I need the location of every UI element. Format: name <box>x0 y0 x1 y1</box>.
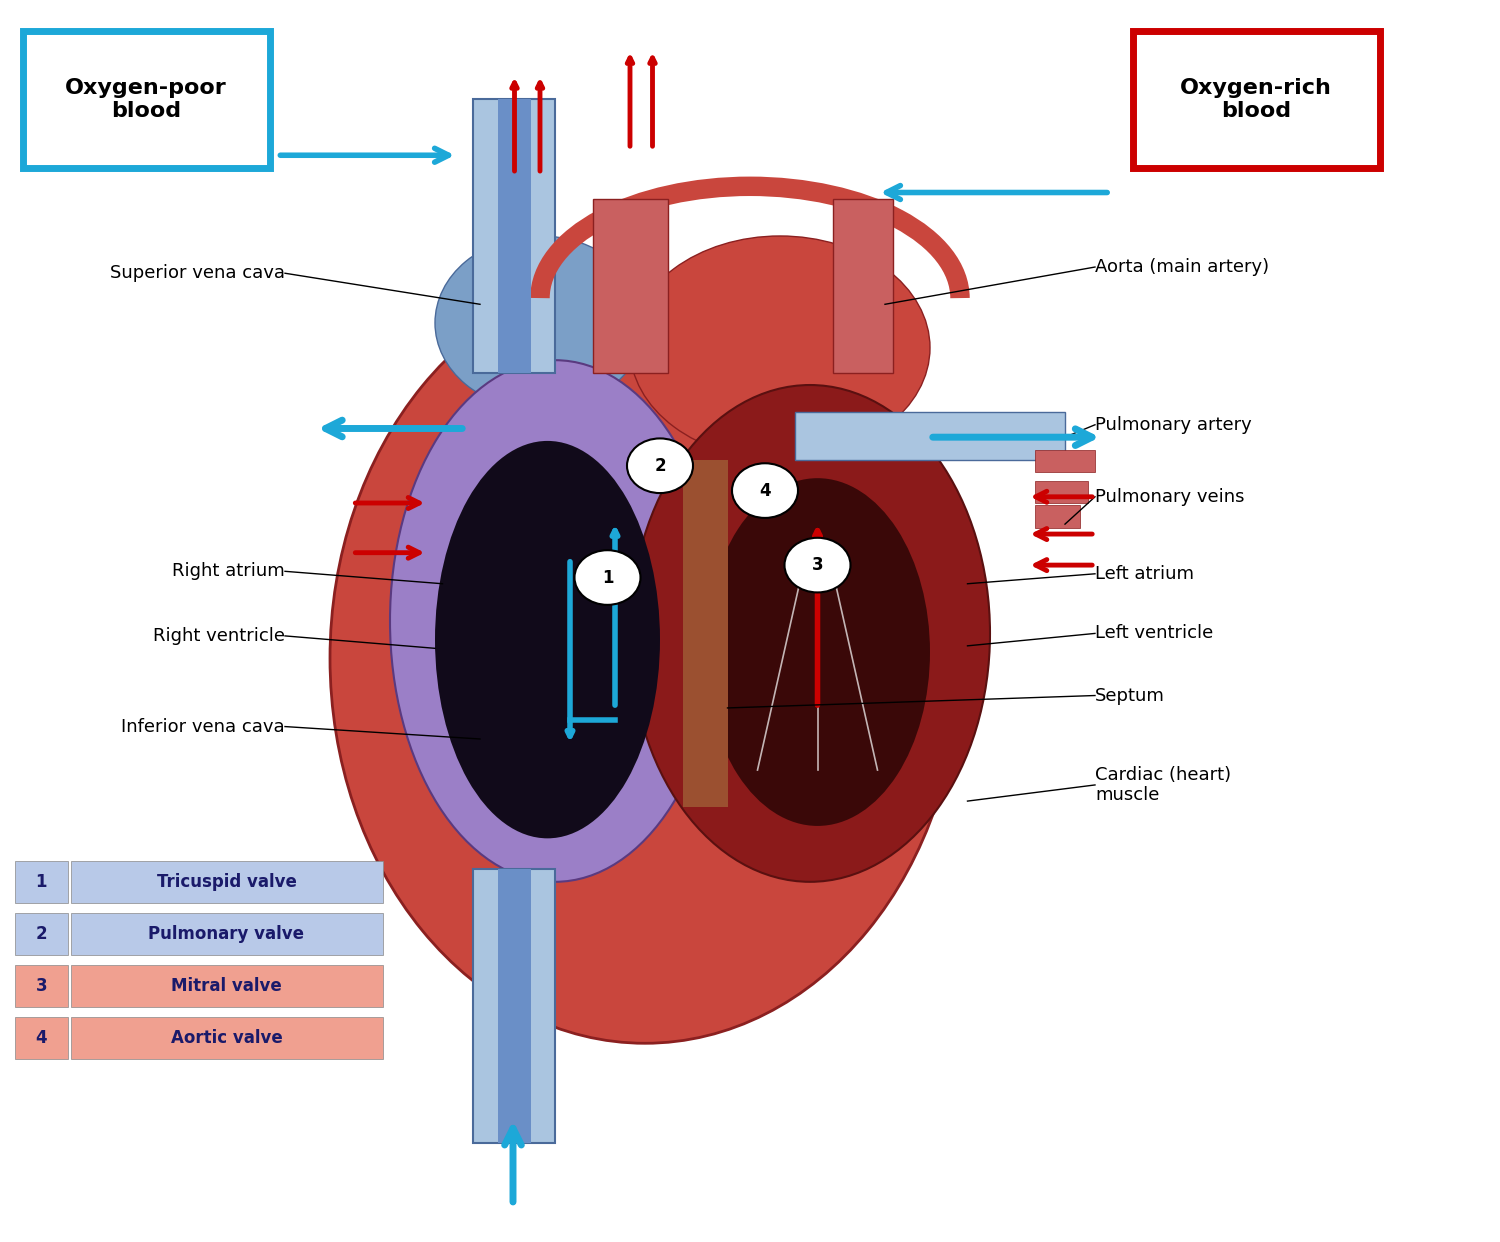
Text: Mitral valve: Mitral valve <box>171 977 282 995</box>
FancyBboxPatch shape <box>833 199 892 373</box>
FancyBboxPatch shape <box>70 1017 382 1059</box>
FancyBboxPatch shape <box>70 913 382 955</box>
FancyBboxPatch shape <box>22 31 270 168</box>
Circle shape <box>732 463 798 518</box>
Ellipse shape <box>705 478 930 826</box>
FancyBboxPatch shape <box>15 913 68 955</box>
Text: 4: 4 <box>36 1030 46 1047</box>
FancyBboxPatch shape <box>498 869 531 1143</box>
FancyBboxPatch shape <box>795 412 1065 460</box>
Text: Left ventricle: Left ventricle <box>1095 625 1214 642</box>
Text: Right ventricle: Right ventricle <box>153 627 285 645</box>
FancyBboxPatch shape <box>682 460 728 807</box>
Text: 2: 2 <box>36 925 46 943</box>
Ellipse shape <box>630 385 990 882</box>
Text: Cardiac (heart)
muscle: Cardiac (heart) muscle <box>1095 765 1232 805</box>
FancyBboxPatch shape <box>592 199 668 373</box>
FancyBboxPatch shape <box>15 1017 68 1059</box>
Text: 3: 3 <box>36 977 46 995</box>
Text: Aorta (main artery): Aorta (main artery) <box>1095 258 1269 276</box>
Text: Right atrium: Right atrium <box>172 563 285 580</box>
Ellipse shape <box>330 273 960 1043</box>
Text: 3: 3 <box>812 556 824 574</box>
Ellipse shape <box>435 441 660 838</box>
Text: 1: 1 <box>602 569 613 586</box>
Text: Tricuspid valve: Tricuspid valve <box>156 873 297 891</box>
Text: Septum: Septum <box>1095 687 1166 704</box>
Ellipse shape <box>435 236 645 410</box>
FancyBboxPatch shape <box>70 861 382 903</box>
Ellipse shape <box>390 360 720 882</box>
Text: Pulmonary valve: Pulmonary valve <box>148 925 304 943</box>
FancyBboxPatch shape <box>1132 31 1380 168</box>
Circle shape <box>574 550 640 605</box>
FancyBboxPatch shape <box>1035 481 1088 503</box>
FancyBboxPatch shape <box>70 965 382 1007</box>
Text: 4: 4 <box>759 482 771 499</box>
FancyBboxPatch shape <box>15 861 68 903</box>
FancyBboxPatch shape <box>1035 450 1095 472</box>
Circle shape <box>784 538 850 592</box>
Text: Superior vena cava: Superior vena cava <box>110 265 285 282</box>
FancyBboxPatch shape <box>498 99 531 373</box>
Text: Oxygen-poor
blood: Oxygen-poor blood <box>66 78 226 120</box>
FancyBboxPatch shape <box>472 99 555 373</box>
Circle shape <box>627 438 693 493</box>
FancyBboxPatch shape <box>1035 505 1080 528</box>
Text: Inferior vena cava: Inferior vena cava <box>122 718 285 735</box>
FancyBboxPatch shape <box>472 869 555 1143</box>
Text: 1: 1 <box>36 873 46 891</box>
Text: Aortic valve: Aortic valve <box>171 1030 282 1047</box>
Ellipse shape <box>630 236 930 460</box>
FancyBboxPatch shape <box>15 965 68 1007</box>
Text: 2: 2 <box>654 457 666 474</box>
Text: Oxygen-rich
blood: Oxygen-rich blood <box>1180 78 1332 120</box>
Text: Pulmonary veins: Pulmonary veins <box>1095 488 1245 505</box>
Text: Left atrium: Left atrium <box>1095 565 1194 582</box>
Text: Pulmonary artery: Pulmonary artery <box>1095 416 1251 433</box>
